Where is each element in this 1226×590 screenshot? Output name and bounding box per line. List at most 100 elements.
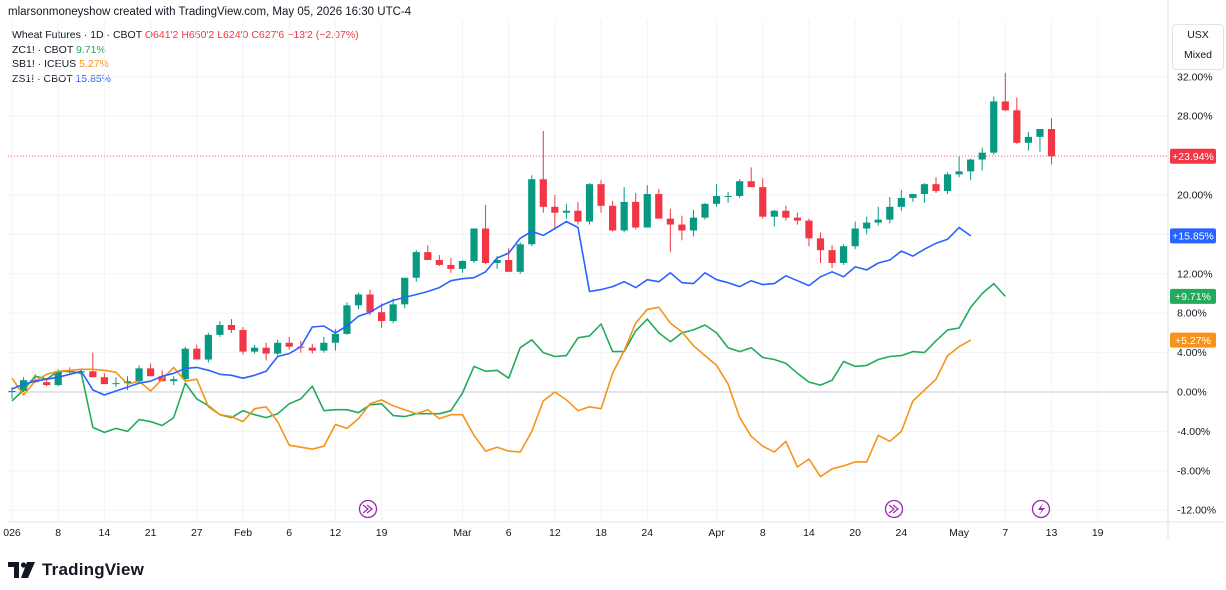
candle-down: [100, 373, 108, 385]
candle-body: [909, 194, 917, 198]
candle-body: [978, 152, 986, 160]
candle-down: [574, 201, 582, 225]
candle-down: [285, 336, 293, 350]
candle-body: [250, 347, 259, 352]
x-tick-label: 19: [1092, 527, 1104, 539]
candle-up: [620, 187, 628, 233]
candle-down: [793, 212, 801, 225]
candle-up: [770, 209, 778, 227]
tradingview-logo-icon: [8, 562, 35, 578]
candle-body: [331, 333, 339, 343]
price-label-bg: [1170, 288, 1216, 304]
candles-layer: [8, 72, 1056, 399]
candle-body: [863, 222, 871, 229]
dividend-event-icon[interactable]: [884, 499, 904, 519]
candle-down: [805, 218, 813, 247]
x-tick-label: 20: [849, 527, 861, 539]
scale-settings-box[interactable]: USX Mixed: [1172, 24, 1224, 70]
candle-body: [1024, 136, 1032, 143]
series-line: [11, 306, 972, 478]
candle-up: [851, 221, 859, 250]
candle-up: [528, 175, 536, 247]
legend-compare-row[interactable]: SB1! · ICEUS 5.27%: [12, 57, 359, 72]
scale-mode-label[interactable]: Mixed: [1183, 49, 1212, 61]
candle-body: [736, 181, 744, 196]
y-tick-label: 12.00%: [1177, 268, 1213, 280]
x-tick-label: 18: [595, 527, 607, 539]
x-tick-label: Apr: [708, 527, 725, 539]
price-label-bg: [1170, 148, 1216, 164]
candle-up: [978, 147, 986, 171]
candle-body: [181, 348, 189, 380]
legend-change: −13'2 (−2.07%): [287, 29, 359, 41]
candle-up: [585, 183, 594, 225]
candle-up: [274, 339, 282, 356]
candle-body: [308, 347, 316, 351]
candle-body: [701, 203, 709, 218]
legend-compare-symbol: ZS1! · CBOT: [12, 72, 73, 85]
earnings-flash-icon[interactable]: [1031, 499, 1051, 519]
candle-body: [43, 382, 51, 386]
price-labels-layer: +23.94% +15.85% +9.71% +5.27%: [1170, 148, 1216, 348]
legend-compare-row[interactable]: ZC1! · CBOT 9.71%: [12, 43, 359, 58]
candle-body: [632, 201, 640, 228]
candle-up: [920, 183, 929, 203]
legend-main-row[interactable]: Wheat Futures · 1D · CBOT O641'2 H650'2 …: [12, 28, 359, 43]
price-label-text: +9.71%: [1175, 291, 1211, 303]
x-tick-label: 14: [803, 527, 815, 539]
candle-down: [227, 319, 236, 333]
candle-up: [643, 185, 651, 228]
candle-down: [1001, 72, 1009, 112]
candle-down: [551, 195, 559, 230]
candle-body: [19, 380, 28, 392]
candle-body: [967, 159, 975, 172]
y-tick-label: -8.00%: [1177, 465, 1210, 477]
candle-up: [689, 209, 698, 237]
candle-down: [655, 189, 663, 219]
candle-up: [170, 376, 178, 386]
candle-up: [216, 321, 224, 337]
candle-up: [181, 346, 189, 382]
candle-body: [897, 197, 905, 207]
y-tick-label: 28.00%: [1177, 111, 1213, 123]
candle-body: [158, 376, 166, 382]
candle-body: [943, 174, 952, 192]
candle-down: [378, 303, 386, 328]
x-tick-label: 24: [641, 527, 653, 539]
candle-body: [100, 377, 108, 385]
x-tick-label: 026: [3, 527, 21, 539]
price-label-text: +23.94%: [1172, 151, 1214, 163]
tradingview-logo[interactable]: TradingView: [8, 560, 144, 580]
candle-body: [274, 342, 282, 354]
candle-body: [886, 206, 894, 220]
candle-body: [551, 206, 559, 213]
x-tick-label: 6: [506, 527, 512, 539]
candle-body: [389, 304, 397, 322]
candle-down: [481, 204, 490, 264]
candle-body: [666, 218, 674, 225]
candle-up: [516, 242, 524, 274]
series-line: [11, 282, 1006, 434]
candle-down: [1013, 97, 1021, 144]
candle-body: [470, 228, 478, 261]
candle-up: [8, 387, 16, 399]
candle-down: [505, 248, 513, 272]
candle-body: [585, 184, 594, 222]
candle-body: [805, 220, 813, 239]
candle-body: [597, 184, 605, 206]
price-label: +15.85%: [1170, 228, 1216, 244]
x-tick-label: 13: [1046, 527, 1058, 539]
y-tick-label: 20.00%: [1177, 190, 1213, 202]
candle-down: [435, 255, 443, 266]
dividend-event-icon[interactable]: [358, 499, 378, 519]
y-tick-label: 8.00%: [1177, 308, 1207, 320]
candle-down: [539, 130, 547, 213]
currency-label[interactable]: USX: [1187, 29, 1209, 41]
legend-compare-row[interactable]: ZS1! · CBOT 15.85%: [12, 72, 359, 87]
candle-up: [701, 202, 709, 220]
candle-up: [955, 156, 963, 178]
candle-body: [724, 195, 732, 197]
candle-up: [909, 194, 917, 202]
x-tick-label: 24: [896, 527, 908, 539]
